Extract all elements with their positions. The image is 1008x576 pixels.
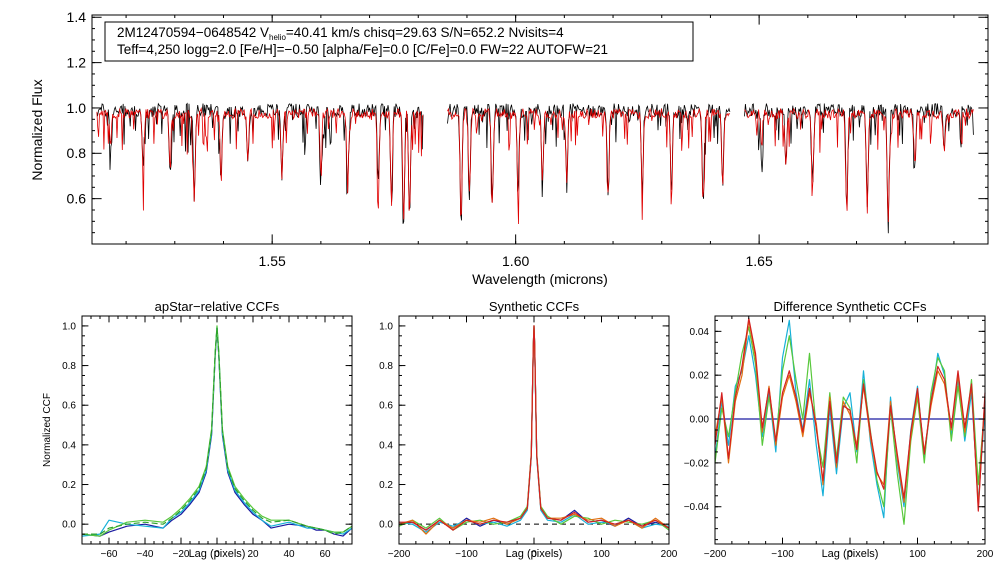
model-spectrum-line bbox=[96, 107, 974, 225]
y-tick-label: 0.02 bbox=[690, 371, 710, 382]
difference-ccf-ticks: −200 −100 0 100 200 −0.04 −0.02 0.00 0.02 0.04 bbox=[684, 316, 994, 560]
spectrum-plot-frame bbox=[91, 14, 989, 245]
y-tick-label: 0.8 bbox=[62, 361, 76, 372]
y-tick-label: 0.00 bbox=[690, 415, 710, 426]
x-tick-label: −100 bbox=[771, 549, 794, 560]
synthetic-ccf-series bbox=[398, 325, 670, 535]
spectrum-x-axis-label: Wavelength (microns) bbox=[472, 271, 608, 287]
synthetic-ccf-panel: Synthetic CCFs −200 −100 0 100 200 0.0 0.2 0.4 0… bbox=[379, 299, 678, 560]
apstar-ccf-title: apStar−relative CCFs bbox=[155, 299, 280, 314]
annotation-frame bbox=[104, 21, 694, 62]
y-tick-label: 0.0 bbox=[379, 520, 393, 531]
y-tick-label: 1.0 bbox=[62, 321, 76, 332]
difference-ccf-panel: Difference Synthetic CCFs −200 −100 0 100 20… bbox=[684, 299, 994, 560]
x-tick-label: 20 bbox=[247, 549, 259, 560]
synthetic-ccf-ticks: −200 −100 0 100 200 0.0 0.2 0.4 0.6 0.8 1.0 bbox=[379, 315, 678, 560]
x-tick-label: 200 bbox=[977, 549, 994, 560]
spectrum-annotation-box: 2M12470594−0648542 Vhelio=40.41 km/s chi… bbox=[104, 21, 694, 62]
x-tick-label: −200 bbox=[388, 549, 411, 560]
y-tick-label: −0.02 bbox=[684, 458, 710, 469]
difference-ccf-title: Difference Synthetic CCFs bbox=[774, 299, 927, 314]
annotation-fit-stats: =40.41 km/s chisq=29.63 S/N=652.2 Nvisit… bbox=[286, 25, 564, 40]
y-tick-label: 0.2 bbox=[62, 480, 76, 491]
annotation-line-2: Teff=4,250 logg=2.0 [Fe/H]=−0.50 [alpha/… bbox=[117, 42, 608, 57]
x-tick-label: 0 bbox=[214, 549, 220, 560]
synthetic-ccf-title: Synthetic CCFs bbox=[489, 299, 580, 314]
spectrum-panel: 1.55 1.60 1.65 0.6 0.8 1.0 1.2 1.4 Wavelength (… bbox=[29, 9, 989, 287]
x-tick-label: 1.55 bbox=[259, 253, 286, 269]
spectrum-series bbox=[96, 102, 974, 234]
apstar-ccf-panel: apStar−relative CCFs −60 −40 −20 0 20 40 60 0.0… bbox=[42, 299, 353, 560]
x-tick-label: 0 bbox=[531, 549, 537, 560]
ccf-series-line-3 bbox=[714, 326, 986, 525]
x-tick-label: −200 bbox=[704, 549, 727, 560]
y-tick-label: 0.04 bbox=[690, 327, 710, 338]
y-tick-label: 0.6 bbox=[379, 401, 393, 412]
x-tick-label: 1.60 bbox=[502, 253, 529, 269]
annotation-line-1: 2M12470594−0648542 Vhelio=40.41 km/s chi… bbox=[117, 25, 564, 42]
spectrum-ticks: 1.55 1.60 1.65 0.6 0.8 1.0 1.2 1.4 bbox=[67, 9, 988, 269]
y-tick-label: 1.2 bbox=[67, 55, 87, 71]
x-tick-label: 60 bbox=[319, 549, 331, 560]
y-tick-label: 1.4 bbox=[67, 9, 87, 25]
y-tick-label: 0.6 bbox=[67, 191, 87, 207]
ccf-series-line-5 bbox=[714, 317, 986, 512]
x-tick-label: 40 bbox=[283, 549, 295, 560]
spectrum-y-axis-label: Normalized Flux bbox=[29, 79, 45, 180]
x-tick-label: −100 bbox=[455, 549, 478, 560]
apstar-ccf-ticks: −60 −40 −20 0 20 40 60 0.0 0.2 0.4 0.6 0.8 1.0 bbox=[62, 315, 353, 560]
ccf-series-line-4 bbox=[82, 327, 353, 535]
synthetic-ccf-x-axis-label: Lag (pixels) bbox=[506, 548, 563, 560]
y-tick-label: 0.8 bbox=[67, 145, 87, 161]
y-tick-label: 0.2 bbox=[379, 480, 393, 491]
x-tick-label: −20 bbox=[173, 549, 190, 560]
y-tick-label: 0.6 bbox=[62, 401, 76, 412]
y-tick-label: 0.0 bbox=[62, 520, 76, 531]
x-tick-label: 1.65 bbox=[746, 253, 773, 269]
x-tick-label: −40 bbox=[137, 549, 154, 560]
y-tick-label: 0.8 bbox=[379, 361, 393, 372]
apstar-ccf-y-axis-label: Normalized CCF bbox=[42, 393, 53, 467]
x-tick-label: 200 bbox=[661, 549, 678, 560]
y-tick-label: 1.0 bbox=[67, 100, 87, 116]
y-tick-label: −0.04 bbox=[684, 502, 710, 513]
annotation-star-id: 2M12470594−0648542 V bbox=[117, 25, 269, 40]
x-tick-label: 0 bbox=[847, 549, 853, 560]
y-tick-label: 0.4 bbox=[62, 440, 76, 451]
x-tick-label: 100 bbox=[909, 549, 926, 560]
y-tick-label: 1.0 bbox=[379, 321, 393, 332]
annotation-subscript: helio bbox=[269, 33, 286, 42]
x-tick-label: −60 bbox=[101, 549, 118, 560]
y-tick-label: 0.4 bbox=[379, 440, 393, 451]
apstar-ccf-x-axis-label: Lag (pixels) bbox=[189, 548, 246, 560]
ccf-series-line-5 bbox=[399, 325, 670, 531]
difference-ccf-x-axis-label: Lag (pixels) bbox=[822, 548, 879, 560]
apstar-ccf-series bbox=[81, 325, 353, 537]
difference-ccf-series bbox=[714, 317, 986, 525]
x-tick-label: 100 bbox=[593, 549, 610, 560]
